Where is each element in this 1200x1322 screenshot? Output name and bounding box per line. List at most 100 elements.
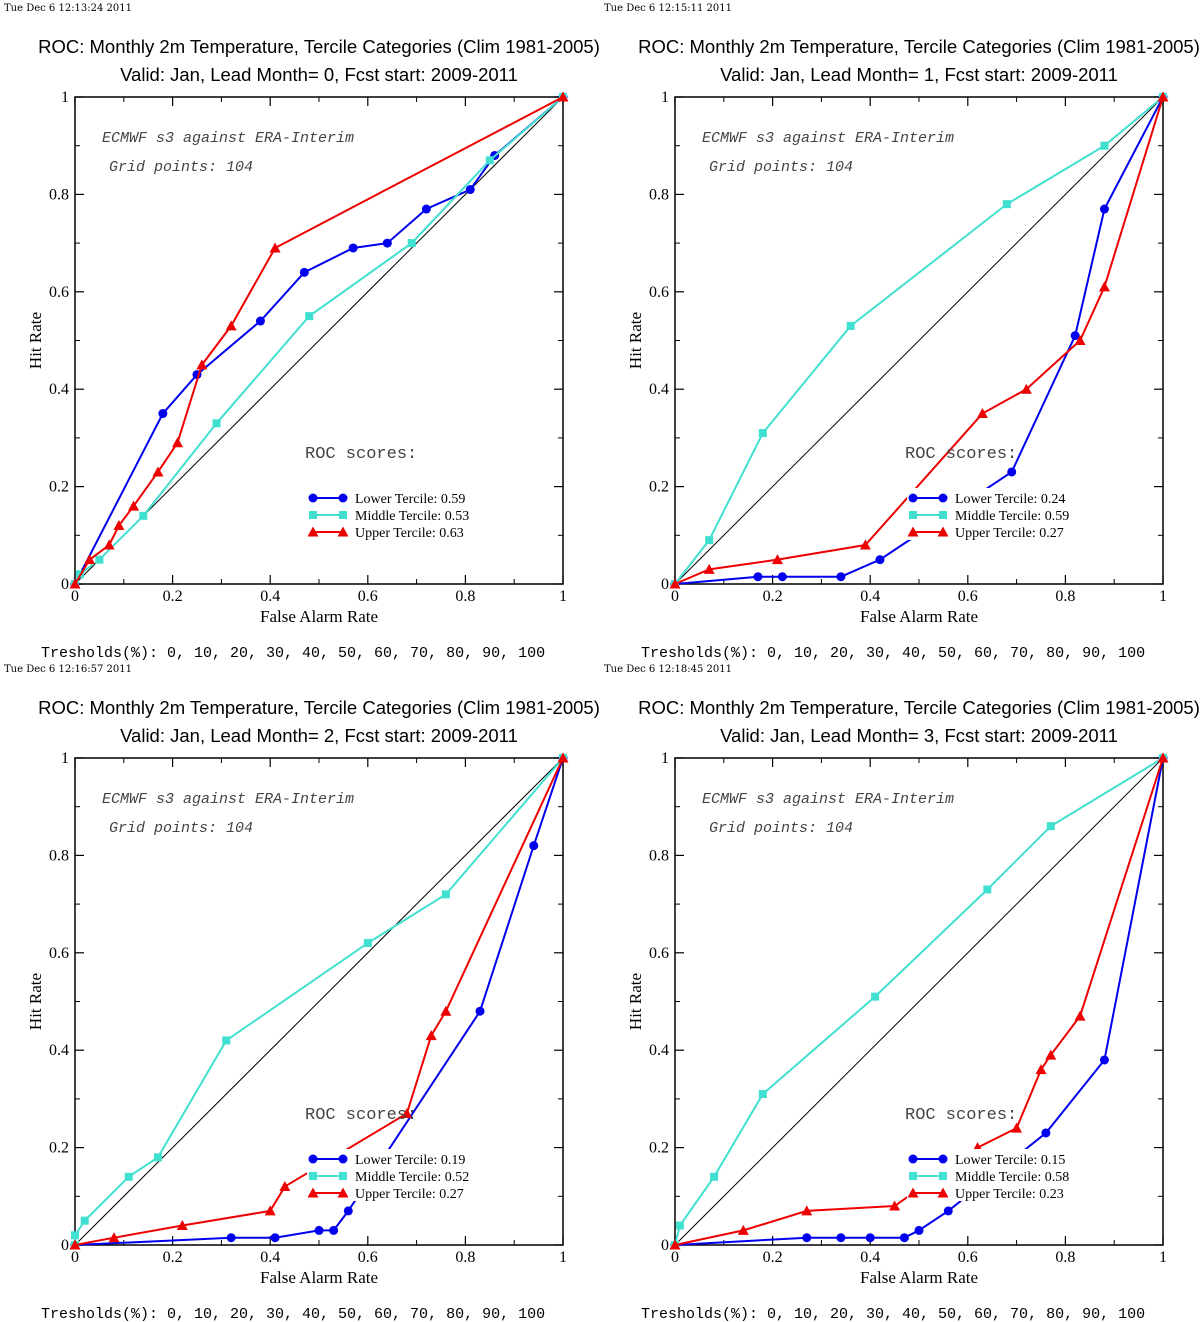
data-point-lower [875, 555, 885, 565]
data-point-lower [465, 185, 475, 195]
x-tick-label: 0.2 [763, 1249, 783, 1266]
legend-marker-upper [307, 526, 319, 537]
legend-entry-lower: Lower Tercile: 0.24 [955, 492, 1065, 507]
data-point-lower [255, 316, 265, 326]
data-point-middle [212, 419, 221, 428]
data-point-middle [407, 239, 416, 248]
y-tick-label: 0.4 [49, 1042, 69, 1059]
legend-entry-middle: Middle Tercile: 0.52 [355, 1170, 469, 1185]
data-point-upper [128, 500, 140, 511]
legend-marker-middle [909, 511, 917, 519]
x-tick-label: 0 [671, 588, 679, 605]
y-tick-label: 0 [61, 1237, 69, 1254]
data-point-middle [1100, 141, 1109, 150]
data-point-middle [846, 321, 855, 330]
data-point-middle [758, 429, 767, 438]
legend-entry-upper: Upper Tercile: 0.23 [955, 1187, 1064, 1202]
y-axis-label: Hit Rate [626, 973, 645, 1030]
data-point-upper [69, 578, 81, 589]
y-tick-label: 0.4 [649, 1042, 669, 1059]
y-tick-label: 0.4 [649, 381, 669, 398]
legend-entry-lower: Lower Tercile: 0.19 [355, 1153, 465, 1168]
roc-scores-label: ROC scores: [905, 1106, 1017, 1125]
data-point-upper [1035, 1064, 1047, 1075]
x-tick-label: 0.2 [763, 588, 783, 605]
data-point-upper [859, 539, 871, 550]
x-tick-label: 0.6 [358, 1249, 378, 1266]
y-tick-label: 0 [661, 576, 669, 593]
data-point-lower [914, 1225, 924, 1235]
data-point-upper [113, 520, 125, 531]
chart-subtitle: Valid: Jan, Lead Month= 3, Fcst start: 2… [720, 725, 1118, 746]
data-point-lower [753, 572, 763, 582]
data-point-upper [196, 359, 208, 370]
data-point-middle [124, 1172, 133, 1181]
thresholds-footer: Tresholds(%): 0, 10, 20, 30, 40, 50, 60,… [641, 1306, 1145, 1322]
annotation-model: ECMWF s3 against ERA-Interim [702, 130, 954, 147]
data-point-lower [1099, 1055, 1109, 1065]
x-tick-label: 0.6 [958, 1249, 978, 1266]
roc-scores-label: ROC scores: [305, 1106, 417, 1125]
legend-marker-lower [338, 493, 348, 503]
data-point-lower [158, 409, 168, 419]
legend-entry-middle: Middle Tercile: 0.58 [955, 1170, 1069, 1185]
roc-scores-label: ROC scores: [305, 445, 417, 464]
data-point-lower [314, 1225, 324, 1235]
timestamp: Tue Dec 6 12:15:11 2011 [604, 3, 732, 14]
data-point-upper [1074, 1010, 1086, 1021]
y-tick-label: 1 [61, 89, 69, 106]
x-tick-label: 1 [559, 1249, 567, 1266]
series-line-upper [674, 757, 1164, 1246]
data-point-upper [152, 466, 164, 477]
data-point-middle [983, 885, 992, 894]
no-skill-diagonal [74, 96, 564, 585]
data-point-upper [103, 539, 115, 550]
y-axis-label: Hit Rate [26, 973, 45, 1030]
data-point-upper [1045, 1049, 1057, 1060]
data-point-middle [758, 1090, 767, 1099]
data-point-upper [440, 1005, 452, 1016]
data-point-lower [329, 1225, 339, 1235]
legend-marker-lower [938, 493, 948, 503]
roc-chart-svg: Tue Dec 6 12:18:45 2011 ROC: Monthly 2m T… [604, 664, 1200, 1322]
legend-marker-middle [309, 1172, 317, 1180]
y-tick-label: 0.4 [49, 381, 69, 398]
y-tick-label: 0.2 [49, 479, 69, 496]
y-tick-label: 0.6 [49, 945, 69, 962]
legend-entry-upper: Upper Tercile: 0.27 [355, 1187, 464, 1202]
x-tick-label: 0.8 [1055, 588, 1075, 605]
data-point-lower [802, 1233, 812, 1243]
data-point-upper [557, 752, 569, 763]
chart-title: ROC: Monthly 2m Temperature, Tercile Cat… [38, 36, 600, 57]
legend-entry-upper: Upper Tercile: 0.63 [355, 526, 464, 541]
roc-panel-0: Tue Dec 6 12:13:24 2011 ROC: Monthly 2m T… [0, 0, 600, 661]
legend-marker-upper [937, 1187, 949, 1198]
chart-subtitle: Valid: Jan, Lead Month= 1, Fcst start: 2… [720, 64, 1118, 85]
data-point-lower [299, 267, 309, 277]
data-point-lower [421, 204, 431, 214]
data-point-middle [441, 890, 450, 899]
data-point-lower [865, 1233, 875, 1243]
chart-title: ROC: Monthly 2m Temperature, Tercile Cat… [38, 697, 600, 718]
x-tick-label: 0.6 [358, 588, 378, 605]
annotation-gridpoints: Grid points: 104 [109, 159, 253, 176]
legend-marker-middle [939, 1172, 947, 1180]
data-point-upper [1074, 335, 1086, 345]
y-tick-label: 0.8 [49, 186, 69, 203]
data-point-upper [771, 554, 783, 565]
data-point-upper [1020, 383, 1032, 394]
data-point-upper [1098, 281, 1110, 292]
thresholds-footer: Tresholds(%): 0, 10, 20, 30, 40, 50, 60,… [41, 645, 545, 661]
data-point-upper [84, 554, 96, 565]
x-tick-label: 0.4 [860, 1249, 880, 1266]
chart-subtitle: Valid: Jan, Lead Month= 0, Fcst start: 2… [120, 64, 518, 85]
legend-marker-lower [938, 1154, 948, 1164]
data-point-upper [1157, 752, 1169, 763]
legend-entry-upper: Upper Tercile: 0.27 [955, 526, 1064, 541]
data-point-lower [899, 1233, 909, 1243]
data-point-lower [226, 1233, 236, 1243]
y-tick-label: 0.6 [649, 284, 669, 301]
y-tick-label: 0.2 [649, 1140, 669, 1157]
data-point-middle [705, 536, 714, 545]
